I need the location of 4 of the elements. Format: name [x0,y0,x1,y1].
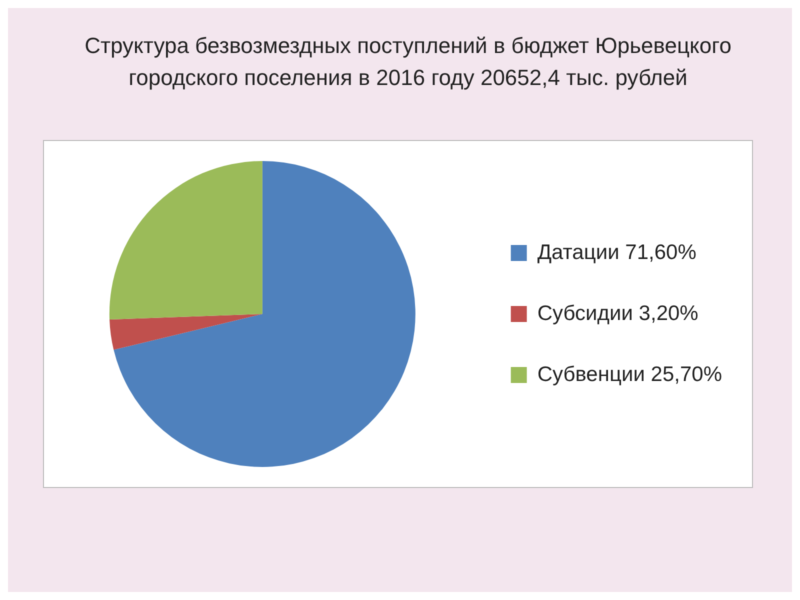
chart-title: Структура безвозмездных поступлений в бюджет Юрьевецкого городского поселения в 2016 году 20652,4 тыс. рублей [84,32,732,92]
legend-label: Субвенции 25,70% [537,362,722,386]
legend-label: Субсидии 3,20% [537,302,698,325]
legend-label: Датации 71,60% [537,240,696,264]
